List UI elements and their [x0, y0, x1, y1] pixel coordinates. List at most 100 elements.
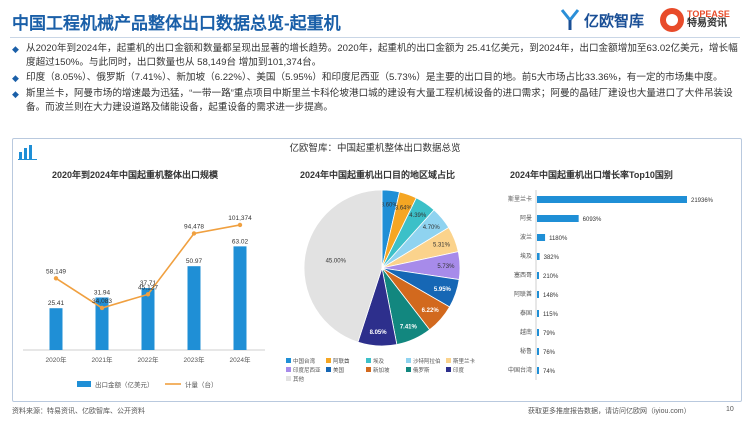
bar-2022年	[141, 287, 155, 350]
pie-slice-其他	[303, 189, 383, 343]
legend-swatch	[286, 358, 291, 363]
bar-塞西哥	[537, 272, 539, 279]
y-tick-label: 越南	[520, 328, 532, 336]
x-tick-label: 2024年	[230, 355, 251, 364]
page-title: 中国工程机械产品整体出口数据总览-起重机	[12, 14, 341, 33]
legend-swatch	[366, 358, 371, 363]
bar-label: 76%	[543, 350, 556, 356]
y-tick-label: 中国台湾	[508, 366, 532, 374]
bar-阿联酋	[537, 291, 539, 298]
bar-2023年	[187, 266, 201, 350]
growth-top10-chart: 斯里兰卡 21936% 阿曼 6093% 波兰 1180% 埃及 382% 塞西哥 210% 阿联酋…	[508, 190, 714, 380]
bar-2020年	[49, 308, 63, 350]
bar-波兰	[537, 234, 546, 241]
y-tick-label: 泰国	[520, 309, 532, 317]
bar-中国台湾	[537, 367, 539, 374]
title-divider	[10, 37, 740, 38]
legend-swatch	[406, 358, 411, 363]
legend-label: 中国台湾	[293, 357, 316, 365]
legend-label: 埃及	[373, 357, 385, 365]
legend-label: 沙特阿拉伯	[413, 357, 441, 365]
destination-pie-chart: 3.60%3.64%4.39% 4.70% 5.31% 5.73% 5.95% 6.22%…	[286, 189, 476, 383]
x-tick-label: 2023年	[184, 355, 205, 364]
line-point	[191, 231, 197, 236]
bar-chart-icon	[18, 145, 37, 160]
iyiou-logo-text: 亿欧智库	[584, 12, 645, 30]
topease-logo-en: TOPEASE	[687, 9, 730, 20]
pie-label: 5.95%	[434, 287, 452, 293]
bar-越南	[537, 329, 539, 336]
topease-logo-cn: 特易资讯	[687, 18, 727, 30]
y-tick-label: 斯里兰卡	[508, 195, 532, 203]
line-label: 34,083	[92, 298, 112, 305]
bullet-item: 印度（8.05%）、俄罗斯（7.41%）、新加坡（6.22%）、美国（5.95%…	[12, 71, 742, 85]
bar-label: 31.94	[94, 289, 111, 296]
legend-line-label: 计量（台）	[185, 380, 218, 389]
pie-label: 5.31%	[433, 242, 451, 248]
more-info-note: 获取更多推度报告数据，请访问亿欧网（iyiou.com）	[528, 408, 691, 415]
legend-swatch	[326, 358, 331, 363]
y-tick-label: 阿联酋	[514, 290, 532, 298]
iyiou-logo: 亿欧智库	[560, 6, 644, 34]
line-point	[53, 276, 59, 281]
bar-label: 115%	[543, 312, 559, 318]
y-tick-label: 阿曼	[520, 214, 532, 222]
y-tick-label: 埃及	[520, 252, 532, 260]
line-point	[145, 292, 151, 297]
y-tick-label: 塞西哥	[514, 271, 532, 279]
bar-label: 74%	[543, 369, 556, 375]
bar-label: 148%	[543, 293, 559, 299]
bar-label: 1180%	[549, 236, 568, 242]
x-tick-label: 2022年	[138, 355, 159, 364]
bar-埃及	[537, 253, 540, 260]
bullet-item: 从2020年到2024年，起重机的出口金额和数量都呈现出显著的增长趋势。2020…	[12, 42, 742, 70]
legend-label: 美国	[333, 366, 345, 374]
legend-label: 新加坡	[373, 366, 390, 374]
line-label: 101,374	[228, 215, 252, 222]
bar-label: 50.97	[186, 258, 203, 265]
export-scale-chart: 25.41 2020年 31.94 2021年 37.71 2022年 50.97 2023年…	[23, 215, 265, 389]
bar-label: 210%	[543, 274, 559, 280]
bar-label: 6093%	[583, 217, 602, 223]
pie-label: 7.41%	[400, 324, 418, 330]
bar-斯里兰卡	[537, 196, 687, 203]
chart3-title: 2024年中国起重机出口增长率Top10国别	[510, 170, 673, 180]
legend-bar-swatch	[77, 381, 91, 387]
line-label: 45,127	[138, 284, 158, 291]
legend-label: 其他	[293, 375, 305, 383]
bar-2024年	[233, 246, 247, 350]
bar-label: 63.02	[232, 238, 249, 245]
bar-泰国	[537, 310, 539, 317]
legend-bar-label: 出口金额（亿美元）	[95, 380, 154, 389]
legend-swatch	[366, 367, 371, 372]
chart1-title: 2020年到2024年中国起重机整体出口规模	[52, 170, 219, 180]
bar-2021年	[95, 297, 109, 350]
legend-swatch	[286, 376, 291, 381]
bar-阿曼	[537, 215, 579, 222]
legend-label: 印度尼西亚	[293, 366, 321, 374]
legend-swatch	[446, 367, 451, 372]
legend-label: 阿联酋	[333, 357, 350, 365]
y-tick-label: 波兰	[520, 233, 532, 241]
legend-label: 俄罗斯	[413, 366, 430, 374]
line-label: 94,478	[184, 223, 204, 230]
bar-label: 25.41	[48, 300, 65, 307]
source-note: 资料来源：特易资讯、亿欧智库、公开资料	[12, 408, 145, 415]
legend-swatch	[406, 367, 411, 372]
line-label: 58,149	[46, 268, 66, 275]
iyiou-logo-icon	[560, 9, 580, 30]
legend-label: 印度	[453, 366, 465, 374]
pie-label: 3.60%	[381, 202, 399, 208]
bar-label: 21936%	[691, 198, 714, 204]
chart-panel	[12, 138, 742, 402]
topease-logo: TOPEASE 特易资讯	[660, 6, 730, 34]
pie-label: 45.00%	[326, 259, 347, 265]
line-point	[237, 222, 243, 228]
legend-swatch	[446, 358, 451, 363]
legend-swatch	[326, 367, 331, 372]
legend-label: 斯里兰卡	[453, 357, 476, 365]
pie-label: 4.70%	[423, 225, 441, 231]
y-tick-label: 秘鲁	[520, 347, 532, 355]
panel-title: 亿欧智库：中国起重机整体出口数据总览	[289, 143, 461, 154]
x-tick-label: 2021年	[92, 355, 113, 364]
